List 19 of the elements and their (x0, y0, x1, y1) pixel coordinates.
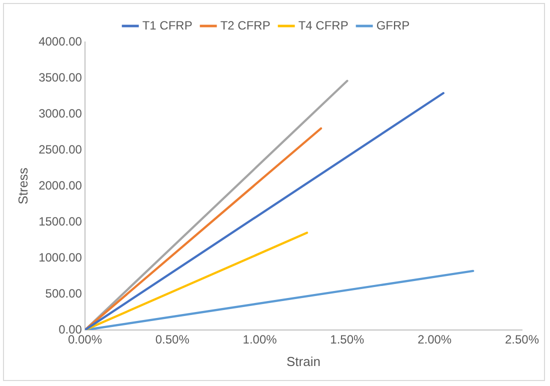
y-tick-label: 500.00 (45, 286, 82, 300)
x-tick-label: 1.00% (242, 332, 278, 347)
x-tick-label: 1.50% (330, 332, 365, 347)
legend-label: T2 CFRP (220, 18, 270, 32)
y-tick-label: 3500.00 (38, 70, 82, 84)
legend-label: T4 CFRP (298, 18, 348, 32)
legend-label: T1 CFRP (142, 18, 192, 32)
y-tick-label: 4000.00 (38, 34, 82, 48)
x-tick-label: 0.50% (155, 332, 190, 347)
y-tick-label: 1500.00 (38, 214, 82, 228)
x-axis-title: Strain (286, 354, 320, 369)
legend-label: GFRP (376, 18, 410, 32)
y-tick-label: 3000.00 (38, 106, 82, 120)
x-tick-label: 2.50% (504, 332, 540, 347)
x-tick-label: 2.00% (418, 332, 452, 347)
y-axis-title: Stress (15, 167, 30, 204)
y-tick-label: 2000.00 (38, 178, 82, 192)
y-tick-label: 2500.00 (38, 142, 82, 156)
y-tick-label: 1000.00 (38, 250, 82, 264)
